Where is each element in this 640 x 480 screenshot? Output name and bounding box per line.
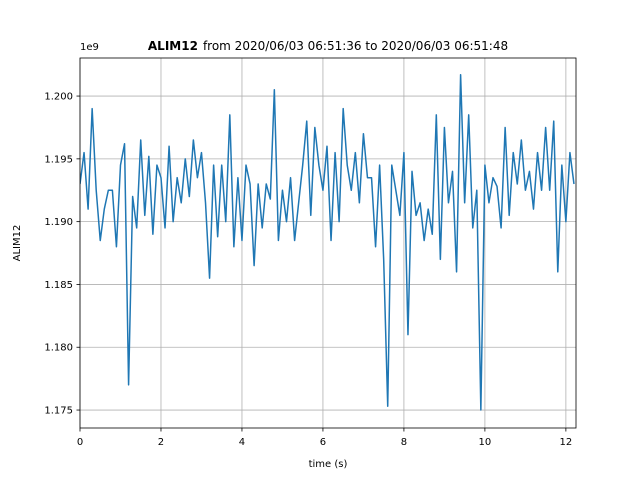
title-bold: ALIM12 [148, 39, 198, 53]
plot-area: 0 2 4 6 8 10 12 1.175 1.180 1.185 1.190 1.195 1.200 [44, 57, 577, 448]
line [80, 73, 575, 411]
y-tick-label: 1.200 [44, 92, 73, 103]
y-tick-label: 1.190 [44, 217, 73, 228]
y-tick-label: 1.185 [44, 280, 73, 291]
x-tick-label: 0 [77, 437, 83, 448]
y-tick-label: 1.180 [44, 343, 73, 354]
y-axis-label: ALIM12 [12, 225, 23, 262]
y-tick-label: 1.195 [44, 154, 73, 165]
x-tick-label: 8 [401, 437, 407, 448]
x-tick-label: 6 [320, 437, 326, 448]
offset-text: 1e9 [80, 42, 99, 53]
x-tick-label: 12 [560, 437, 573, 448]
x-tick-label: 2 [158, 437, 164, 448]
x-axis-label: time (s) [309, 459, 348, 470]
title-rest: from 2020/06/03 06:51:36 to 2020/06/03 0… [203, 39, 508, 53]
x-tick-label: 10 [479, 437, 492, 448]
chart-title: ALIM12 from 2020/06/03 06:51:36 to 2020/0… [148, 39, 508, 53]
axes-frame [79, 57, 577, 429]
y-tick-label: 1.175 [44, 406, 73, 417]
x-tick-label: 4 [239, 437, 245, 448]
